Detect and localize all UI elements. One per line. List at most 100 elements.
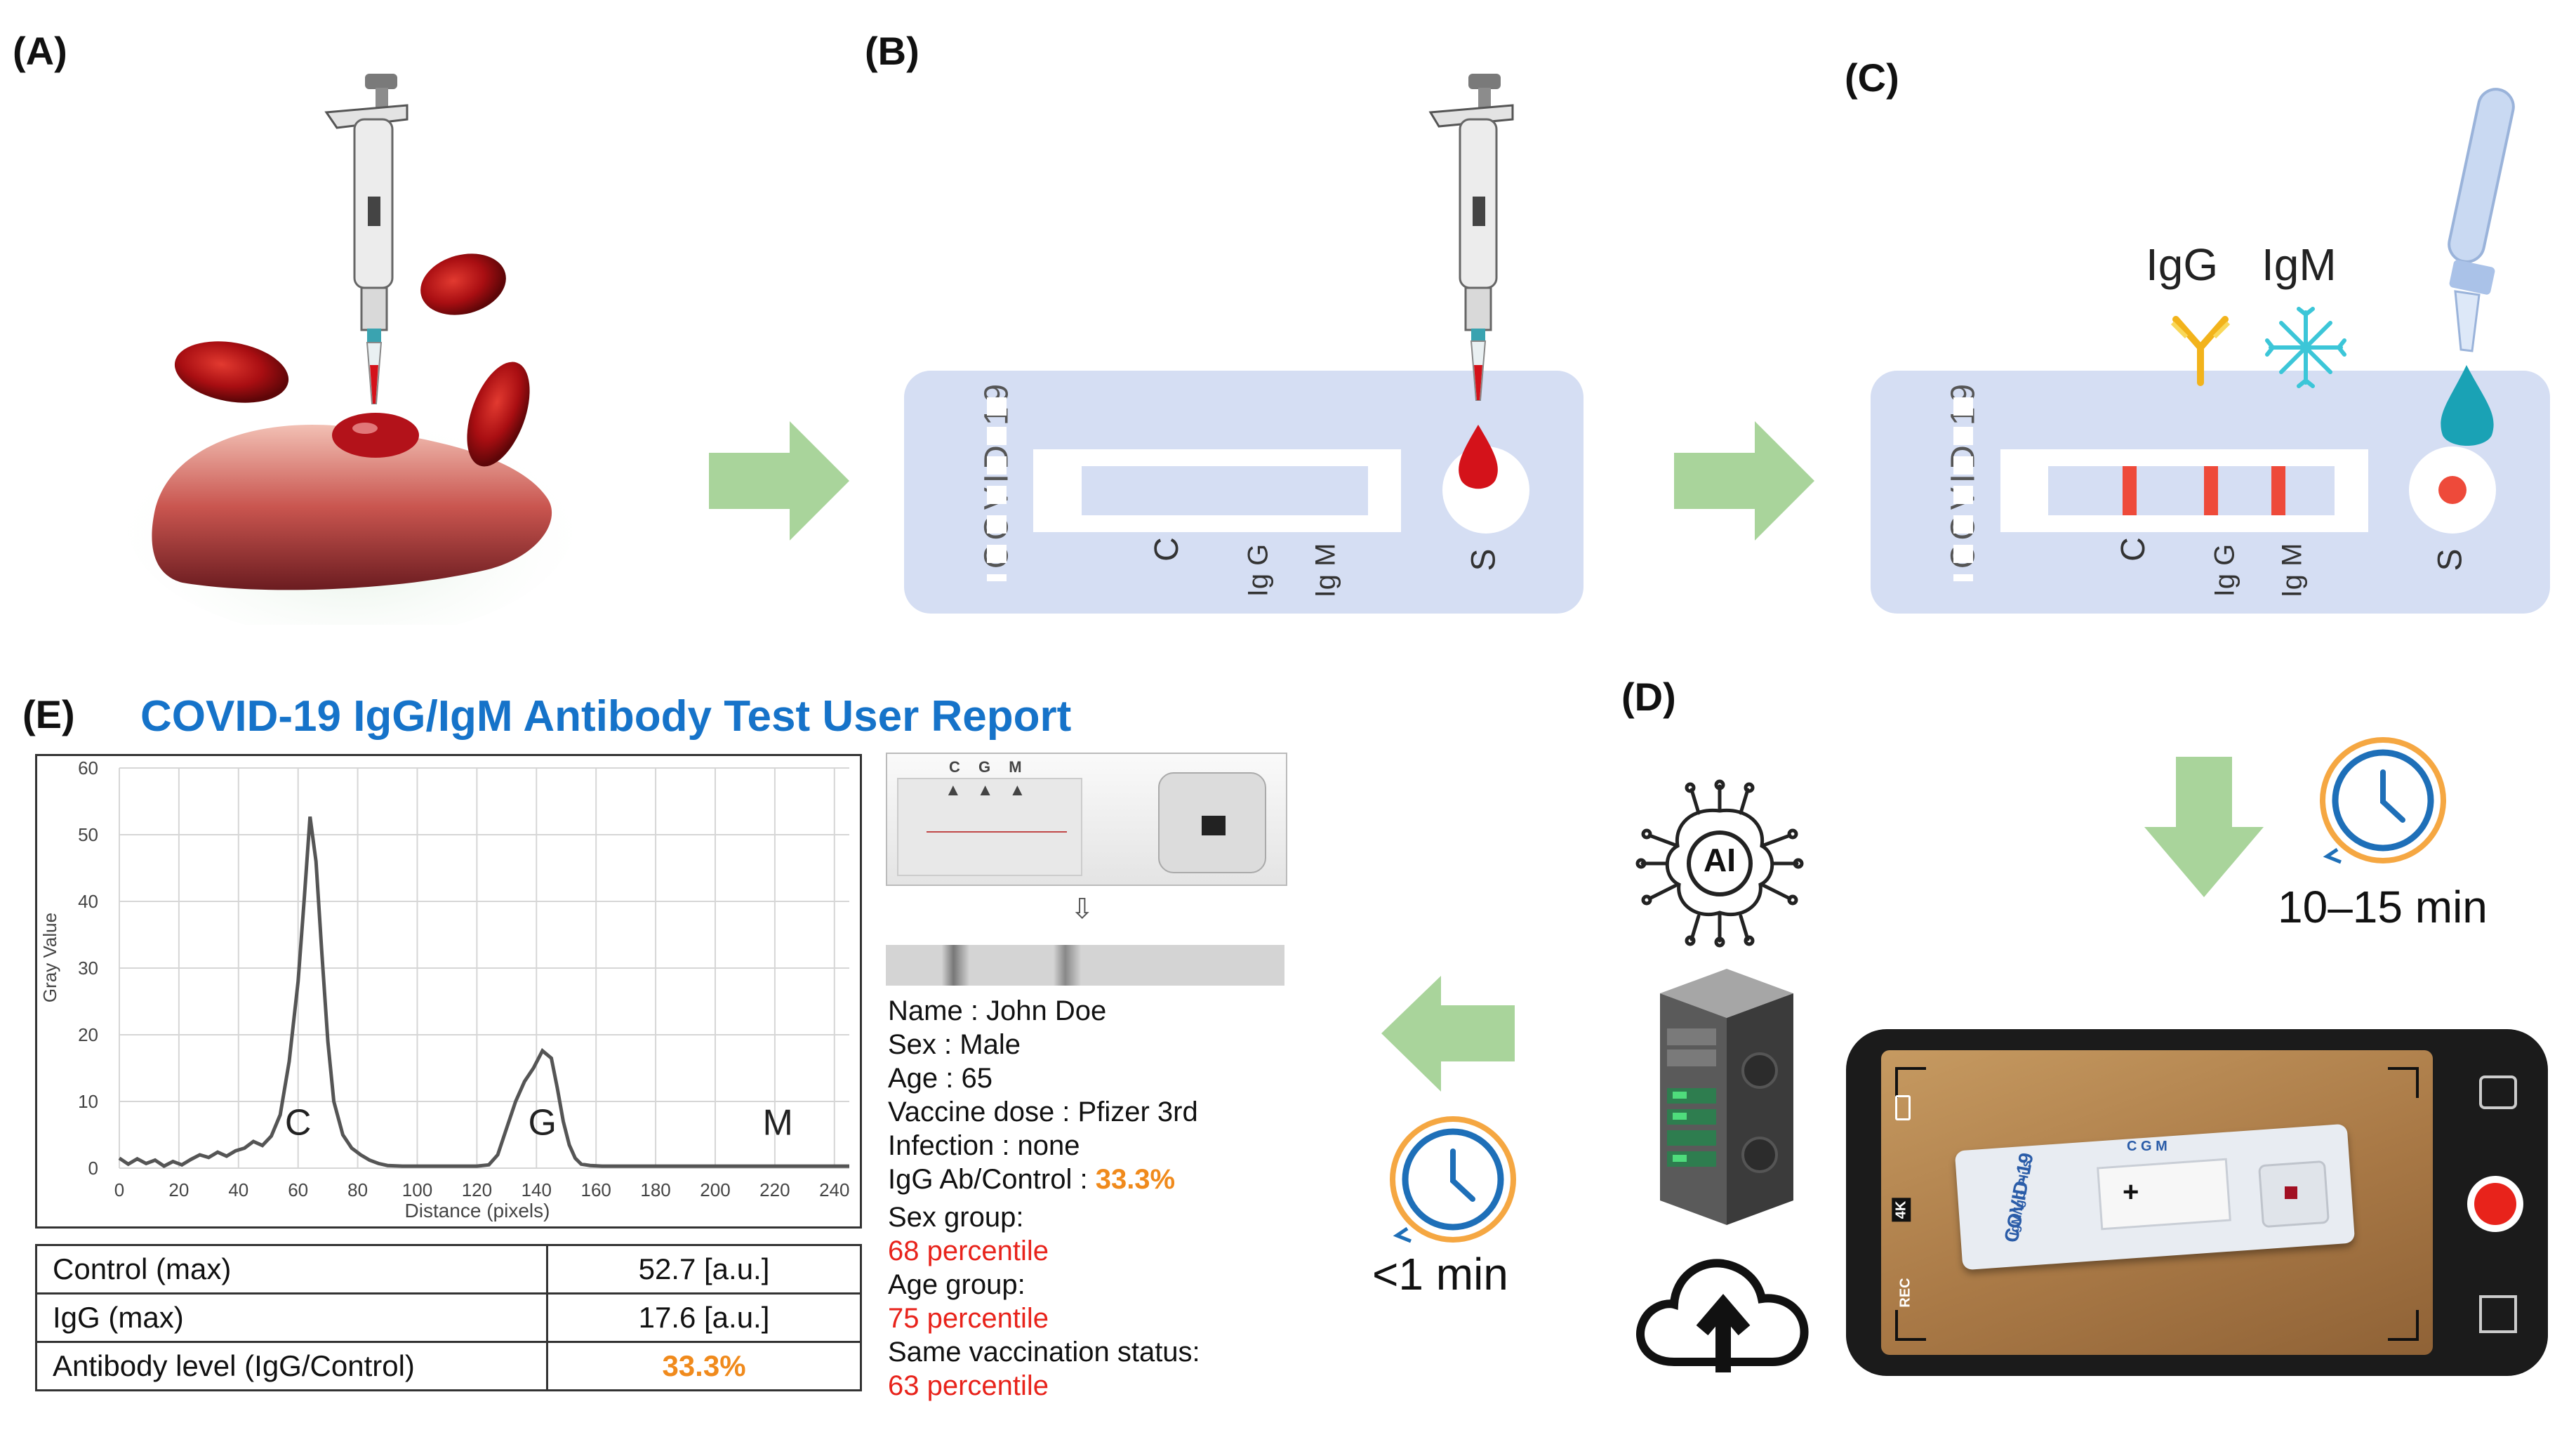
strip-sample-spot xyxy=(2285,1186,2297,1199)
strip-photo-lines xyxy=(927,831,1067,833)
summary-row: Control (max) 52.7 [a.u.] xyxy=(35,1244,862,1295)
y-tick-label: 40 xyxy=(78,891,98,912)
patient-age: Age : 65 xyxy=(888,1063,993,1094)
infection-status: Infection : none xyxy=(888,1130,1080,1161)
sample-label: S xyxy=(2431,548,2469,571)
arrow-down-icon xyxy=(2144,757,2264,897)
patient-sex: Sex : Male xyxy=(888,1029,1021,1060)
x-tick-label: 240 xyxy=(819,1179,849,1200)
summary-label: IgG (max) xyxy=(35,1292,548,1343)
panel-label-e: (E) xyxy=(22,692,75,736)
focus-crosshair: + xyxy=(2123,1177,2139,1207)
red-blood-cell xyxy=(420,253,506,315)
y-axis-label: Gray Value xyxy=(39,913,60,1002)
cassette-notches xyxy=(1953,397,1973,581)
y-tick-label: 60 xyxy=(78,757,98,779)
vaccination-group-label: Same vaccination status: xyxy=(888,1337,1200,1368)
sample-label: S xyxy=(1465,548,1503,571)
rec-indicator: REC xyxy=(1897,1278,1913,1308)
viewfinder-corners xyxy=(1895,1067,2419,1341)
profile-line xyxy=(118,816,849,1168)
record-button-dot[interactable] xyxy=(2474,1183,2516,1225)
x-tick-label: 20 xyxy=(168,1179,189,1200)
vaccination-group-percentile: 63 percentile xyxy=(888,1370,1049,1401)
sex-group-label: Sex group: xyxy=(888,1202,1024,1233)
line-label-c: C xyxy=(1148,537,1186,562)
y-tick-label: 20 xyxy=(78,1024,98,1045)
server-icon xyxy=(1660,969,1793,1225)
panel-label-b: (B) xyxy=(865,29,919,73)
panel-label-d: (D) xyxy=(1621,675,1676,719)
igg-ratio-label: IgG Ab/Control : xyxy=(888,1164,1096,1195)
dropper-icon xyxy=(2441,88,2515,446)
badge-4k: 4K xyxy=(1892,1198,1911,1222)
strip-photo-well-spot xyxy=(1202,816,1226,835)
y-tick-label: 30 xyxy=(78,958,98,979)
age-group-percentile: 75 percentile xyxy=(888,1303,1049,1334)
red-blood-cell xyxy=(467,362,530,467)
igg-antibody-icon xyxy=(2170,316,2231,386)
gallery-button[interactable] xyxy=(2479,1295,2517,1333)
line-label-igg: Ig G xyxy=(1242,543,1274,597)
summary-label: Control (max) xyxy=(35,1244,548,1295)
vaccine-dose: Vaccine dose : Pfizer 3rd xyxy=(888,1097,1198,1127)
analysis-time: <1 min xyxy=(1372,1249,1508,1299)
blood-drop-icon xyxy=(1459,425,1498,489)
panel-label-a: (A) xyxy=(13,29,67,73)
ai-label: AI xyxy=(1704,842,1736,878)
arrow-right-icon xyxy=(709,421,849,541)
strip-line-marks: C G M xyxy=(2127,1139,2167,1154)
igm-antibody-icon xyxy=(2265,307,2346,388)
arrow-left-icon xyxy=(1381,976,1515,1092)
x-tick-label: 100 xyxy=(402,1179,432,1200)
summary-label: Antibody level (IgG/Control) xyxy=(35,1341,548,1391)
gray-value-chart: 0 20 40 60 80 100 120 140 160 180 200 220 240 0 10 20 30… xyxy=(35,754,862,1229)
x-tick-label: 200 xyxy=(700,1179,730,1200)
down-arrow-icon: ⇩ xyxy=(1070,894,1094,925)
reagent-drop-icon xyxy=(2441,365,2494,446)
battery-icon xyxy=(1895,1095,1911,1120)
line-label-igg: Ig G xyxy=(2209,543,2240,597)
report-title: COVID-19 IgG/IgM Antibody Test User Repo… xyxy=(140,692,1072,741)
pipette-icon xyxy=(324,74,409,404)
clock-icon xyxy=(1390,1116,1516,1243)
x-tick-label: 0 xyxy=(114,1179,124,1200)
sample-dot xyxy=(2438,476,2467,504)
igg-label: IgG xyxy=(2146,239,2219,290)
peak-label: M xyxy=(762,1103,792,1144)
blood-drop xyxy=(332,413,419,458)
red-blood-cell xyxy=(174,341,289,403)
age-group-label: Age group: xyxy=(888,1269,1025,1300)
summary-value: 33.3% xyxy=(546,1341,862,1391)
arrow-right-icon xyxy=(1674,421,1814,541)
summary-value: 17.6 [a.u.] xyxy=(546,1292,862,1343)
igm-label: IgM xyxy=(2262,239,2337,290)
cloud-upload-icon xyxy=(1636,1259,1809,1372)
y-tick-label: 0 xyxy=(88,1158,98,1179)
incubation-time: 10–15 min xyxy=(2278,882,2488,932)
band-igg xyxy=(2204,466,2218,515)
y-tick-label: 10 xyxy=(78,1091,98,1112)
x-tick-label: 140 xyxy=(522,1179,552,1200)
igg-ratio-value: 33.3% xyxy=(1095,1164,1176,1195)
x-axis-label: Distance (pixels) xyxy=(405,1200,550,1222)
summary-table: Control (max) 52.7 [a.u.] IgG (max) 17.6 [a… xyxy=(35,1244,862,1391)
cassette-notches xyxy=(987,397,1007,581)
x-tick-label: 180 xyxy=(640,1179,670,1200)
x-tick-label: 160 xyxy=(580,1179,611,1200)
finger-prick-illustration xyxy=(126,74,576,625)
peak-label: G xyxy=(529,1103,557,1144)
x-tick-label: 120 xyxy=(462,1179,492,1200)
switch-camera-button[interactable] xyxy=(2479,1075,2517,1109)
line-label-igm: Ig M xyxy=(1310,543,1341,598)
patient-name: Name : John Doe xyxy=(888,995,1107,1026)
y-tick-label: 50 xyxy=(78,824,98,845)
ai-brain-icon xyxy=(1635,779,1804,948)
x-tick-label: 40 xyxy=(228,1179,248,1200)
clock-icon xyxy=(2320,737,2446,864)
x-tick-label: 80 xyxy=(347,1179,368,1200)
line-label-igm: Ig M xyxy=(2276,543,2308,598)
panel-label-c: (C) xyxy=(1845,55,1899,100)
strip-photo-marks: C G M xyxy=(949,758,1029,776)
pipette-icon xyxy=(1428,74,1514,489)
